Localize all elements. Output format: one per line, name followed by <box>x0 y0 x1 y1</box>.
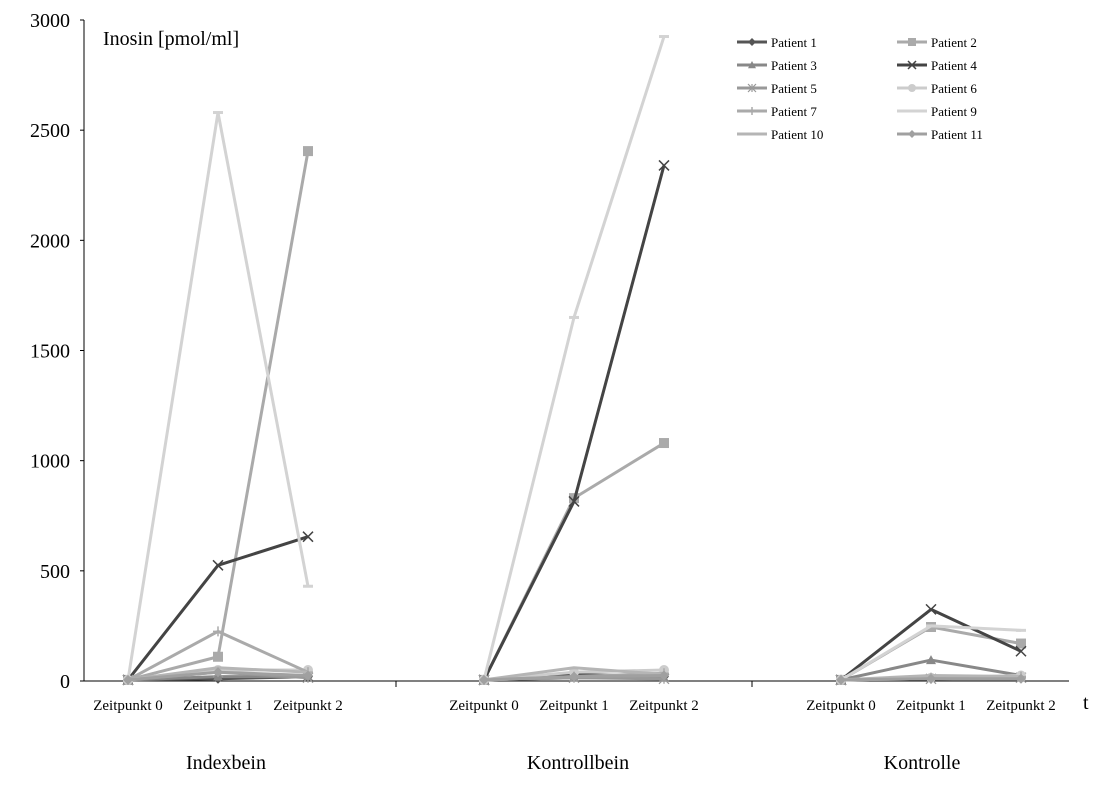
data-point-diamond <box>213 667 223 678</box>
legend-item: Patient 9 <box>897 104 977 119</box>
y-tick-label: 2500 <box>30 120 70 142</box>
x-group-label: Kontrollbein <box>527 752 629 774</box>
x-tick-label: Zeitpunkt 2 <box>273 698 343 714</box>
data-point-star <box>747 83 757 93</box>
legend-item: Patient 10 <box>737 127 823 142</box>
legend-label: Patient 11 <box>931 127 983 142</box>
legend-label: Patient 5 <box>771 81 817 96</box>
data-point-square <box>659 438 669 449</box>
data-point-diamond <box>123 674 133 685</box>
y-ticks: 0 500 1000 1500 2000 2500 3000 <box>30 10 84 693</box>
x-ticks: Zeitpunkt 0 Zeitpunkt 1 Zeitpunkt 2 Indexbe… <box>93 681 1056 774</box>
data-point-plus <box>213 626 223 637</box>
series-line <box>840 607 1022 682</box>
data-point-circle <box>908 84 916 92</box>
x-group-label: Kontrolle <box>884 752 961 774</box>
data-point-x <box>907 60 917 70</box>
x-group-label: Indexbein <box>186 752 266 774</box>
series-line <box>482 36 666 681</box>
series-line <box>482 441 665 681</box>
data-point-x <box>302 531 314 543</box>
legend-item: Patient 7 <box>737 104 817 119</box>
legend-label: Patient 1 <box>771 35 817 50</box>
legend-label: Patient 10 <box>771 127 823 142</box>
data-point-diamond <box>926 673 936 684</box>
legend-item: Patient 4 <box>897 58 977 73</box>
y-axis-label: Inosin [pmol/ml] <box>103 28 239 50</box>
data-point-triangle <box>748 61 756 69</box>
legend: Patient 1 Patient 2 Patient 3 Patient 4 Pati… <box>737 35 983 142</box>
series-line <box>483 666 665 682</box>
series-patient-11 <box>123 667 1026 685</box>
y-tick-label: 0 <box>60 671 70 693</box>
data-point-diamond <box>303 670 313 681</box>
data-point-square <box>1016 638 1026 649</box>
data-point-square <box>303 146 313 157</box>
legend-label: Patient 6 <box>931 81 977 96</box>
data-point-triangle <box>926 655 936 665</box>
y-tick-label: 2000 <box>30 230 70 252</box>
data-point-diamond <box>748 38 756 46</box>
data-point-x <box>1015 645 1027 657</box>
legend-item: Patient 5 <box>737 81 817 96</box>
legend-item: Patient 3 <box>737 58 817 73</box>
series-line <box>127 150 310 682</box>
x-tick-label: Zeitpunkt 0 <box>93 698 163 714</box>
legend-label: Patient 4 <box>931 58 977 73</box>
x-tick-label: Zeitpunkt 2 <box>986 698 1056 714</box>
data-point-square <box>908 38 916 46</box>
y-tick-label: 1000 <box>30 451 70 473</box>
data-point-diamond <box>479 674 489 685</box>
x-tick-label: Zeitpunkt 1 <box>539 698 609 714</box>
series-line <box>482 165 666 681</box>
series-layer <box>122 35 1027 686</box>
legend-item: Patient 1 <box>737 35 817 50</box>
y-tick-label: 500 <box>40 561 70 583</box>
series-patient-9 <box>123 35 1026 682</box>
x-tick-label: Zeitpunkt 0 <box>449 698 519 714</box>
data-point-diamond <box>569 671 579 682</box>
data-point-diamond <box>1016 673 1026 684</box>
data-point-diamond <box>659 670 669 681</box>
y-tick-label: 1500 <box>30 341 70 363</box>
data-point-diamond <box>908 130 916 138</box>
data-point-square <box>213 651 223 662</box>
data-point-x <box>658 159 670 171</box>
data-point-x <box>568 495 580 507</box>
legend-item: Patient 11 <box>897 127 983 142</box>
data-point-x <box>925 603 937 615</box>
x-axis-label: t <box>1083 692 1089 714</box>
legend-label: Patient 9 <box>931 104 977 119</box>
data-point-diamond <box>836 674 846 685</box>
x-tick-label: Zeitpunkt 1 <box>896 698 966 714</box>
legend-label: Patient 3 <box>771 58 817 73</box>
legend-item: Patient 2 <box>897 35 977 50</box>
data-point-x <box>212 559 224 571</box>
legend-item: Patient 6 <box>897 81 977 96</box>
x-tick-label: Zeitpunkt 0 <box>806 698 876 714</box>
legend-label: Patient 2 <box>931 35 977 50</box>
x-tick-label: Zeitpunkt 2 <box>629 698 699 714</box>
y-tick-label: 3000 <box>30 10 70 32</box>
x-tick-label: Zeitpunkt 1 <box>183 698 253 714</box>
data-point-plus <box>748 107 756 115</box>
series-line <box>126 111 310 681</box>
legend-label: Patient 7 <box>771 104 817 119</box>
series-patient-2 <box>123 146 1026 685</box>
